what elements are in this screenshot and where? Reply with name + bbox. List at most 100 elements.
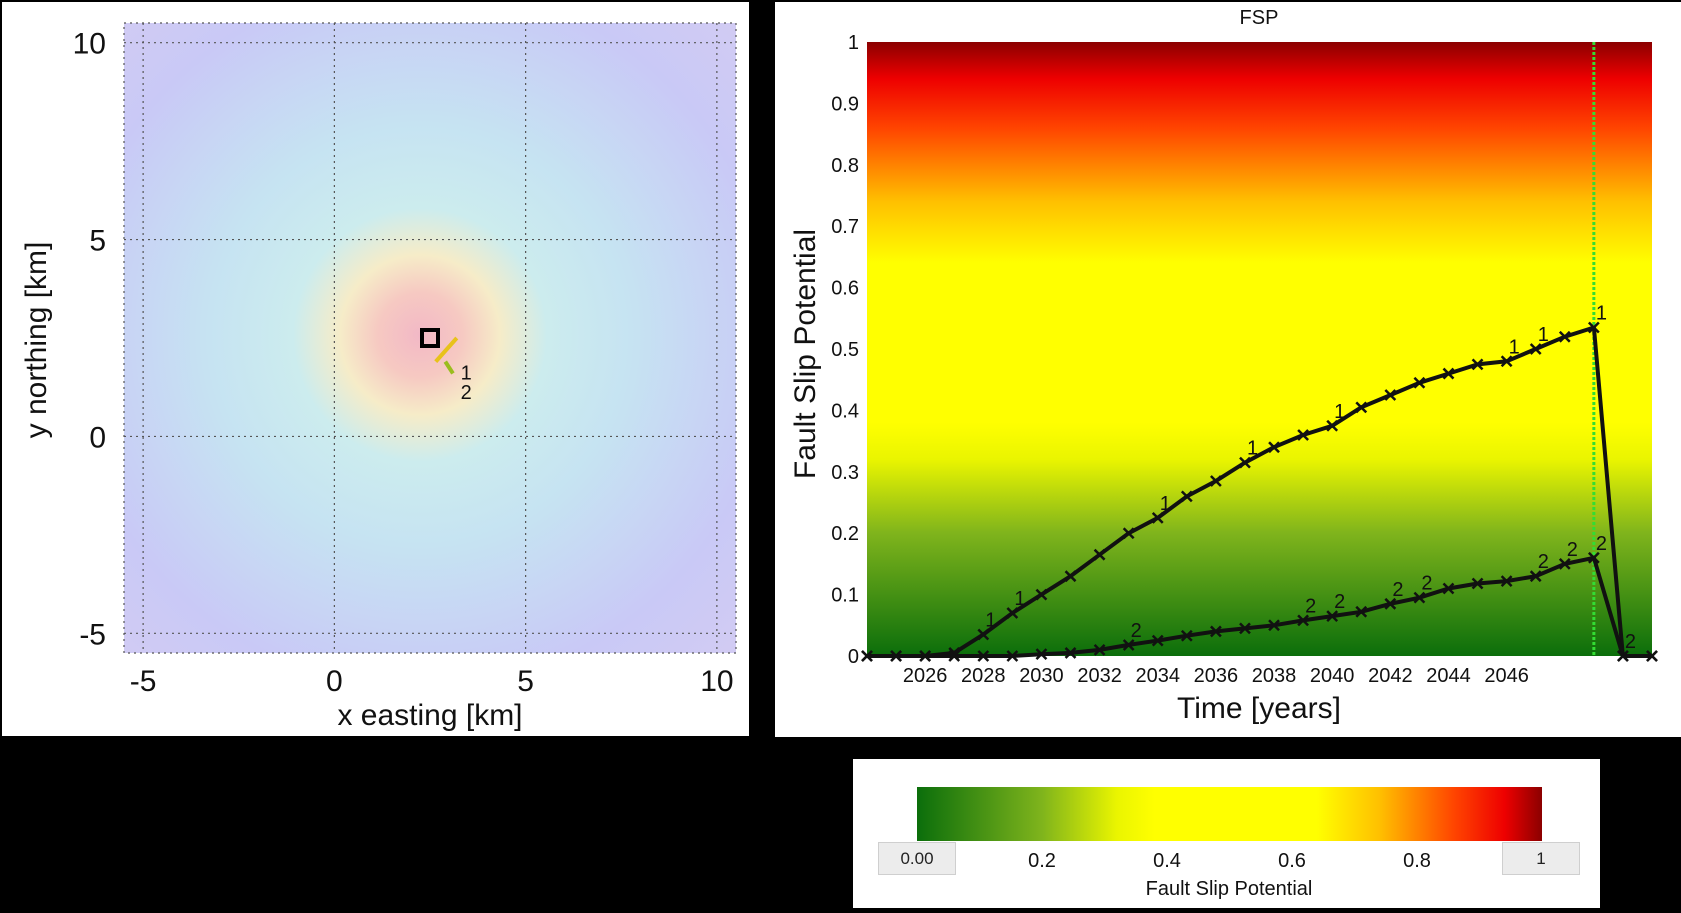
fsp-point-2 bbox=[1587, 551, 1600, 564]
fsp-ytick-label: 0.2 bbox=[831, 523, 859, 545]
fsp-xtick-label: 2044 bbox=[1426, 665, 1471, 687]
fsp-point-1 bbox=[1529, 343, 1542, 355]
fsp-point-2 bbox=[1239, 622, 1251, 635]
fsp-point-2 bbox=[1529, 570, 1542, 583]
fsp-point-label: 1 bbox=[1538, 324, 1549, 346]
fsp-point-2 bbox=[1558, 558, 1571, 570]
fsp-point-label: 1 bbox=[1509, 336, 1520, 358]
colorbar-tick-label: 0.4 bbox=[1153, 850, 1181, 872]
fsp-point-1 bbox=[1006, 607, 1019, 619]
fsp-point-1 bbox=[1180, 490, 1193, 503]
fsp-point-label: 2 bbox=[1625, 631, 1636, 653]
map-ylabel: y northing [km] bbox=[20, 242, 53, 439]
fsp-point-1 bbox=[1122, 527, 1135, 540]
fsp-point-1 bbox=[977, 628, 990, 641]
fsp-ytick-label: 0.8 bbox=[831, 155, 859, 177]
fsp-xtick-label: 2034 bbox=[1135, 665, 1180, 687]
colorbar-max-box[interactable]: 1 bbox=[1502, 842, 1580, 875]
colorbar-label: Fault Slip Potential bbox=[1146, 878, 1313, 900]
map-xtick-label: -5 bbox=[130, 665, 157, 698]
fsp-point-1 bbox=[1587, 321, 1600, 334]
fsp-ytick-label: 0.5 bbox=[831, 339, 859, 361]
fsp-point-2 bbox=[977, 650, 990, 662]
fsp-point-1 bbox=[1558, 330, 1571, 343]
fsp-point-1 bbox=[1326, 419, 1339, 432]
fsp-xtick-label: 2026 bbox=[903, 665, 948, 687]
fsp-point-2 bbox=[1413, 591, 1426, 604]
fsp-point-label: 1 bbox=[1160, 493, 1171, 515]
fsp-xtick-label: 2028 bbox=[961, 665, 1006, 687]
fsp-ytick-label: 0.7 bbox=[831, 216, 859, 238]
fsp-point-label: 1 bbox=[1014, 588, 1025, 610]
fsp-ytick-label: 0.9 bbox=[831, 93, 859, 115]
fsp-point-1 bbox=[1442, 367, 1455, 380]
map-ytick-label: 5 bbox=[89, 225, 106, 258]
fsp-point-1 bbox=[1500, 355, 1513, 368]
fsp-point-2 bbox=[1210, 625, 1222, 638]
map-xtick-label: 5 bbox=[517, 665, 534, 698]
fsp-point-2 bbox=[1180, 629, 1193, 642]
colorbar-min-box[interactable]: 0.00 bbox=[878, 842, 956, 875]
fsp-xlabel: Time [years] bbox=[1177, 692, 1341, 725]
fsp-point-1 bbox=[1035, 588, 1048, 601]
fsp-xtick-label: 2030 bbox=[1019, 665, 1064, 687]
fsp-point-1 bbox=[1268, 441, 1280, 454]
fsp-panel: FSP 0 0.1 0.2 0.3 0.4 0.5 0.6 0.7 0.8 0.9 1 2026 202… bbox=[775, 2, 1681, 737]
fsp-point-2 bbox=[1442, 582, 1455, 595]
map-frame bbox=[123, 22, 737, 654]
fsp-point-2 bbox=[948, 650, 961, 662]
colorbar-tick-label: 0.6 bbox=[1278, 850, 1306, 872]
fsp-point-1 bbox=[1210, 475, 1222, 487]
fsp-point-1 bbox=[1239, 456, 1251, 469]
fsp-point-2 bbox=[1646, 650, 1658, 662]
colorbar: 0.2 0.4 0.6 0.8 Fault Slip Potential bbox=[917, 787, 1542, 900]
map-xtick-label: 10 bbox=[700, 665, 733, 698]
fsp-ytick-label: 0.1 bbox=[831, 585, 859, 607]
fsp-point-1 bbox=[1413, 376, 1426, 389]
fsp-ytick-label: 0.4 bbox=[831, 400, 859, 422]
fsp-point-2 bbox=[1384, 597, 1397, 610]
fsp-point-2 bbox=[861, 650, 873, 662]
fsp-xtick-label: 2046 bbox=[1484, 665, 1529, 687]
colorbar-tick-label: 0.2 bbox=[1028, 850, 1056, 872]
fsp-point-2 bbox=[1006, 650, 1019, 662]
fsp-title: FSP bbox=[1240, 7, 1279, 29]
fsp-point-2 bbox=[1035, 648, 1048, 661]
fsp-ylabel: Fault Slip Potential bbox=[789, 229, 822, 479]
fault-line-2 bbox=[443, 360, 455, 375]
map-background bbox=[124, 23, 736, 653]
fsp-series-line-2 bbox=[867, 555, 1652, 658]
fsp-point-2 bbox=[1355, 605, 1368, 618]
fsp-point-2 bbox=[1064, 647, 1077, 659]
fsp-point-2 bbox=[1471, 577, 1484, 590]
fsp-ytick-label: 0.6 bbox=[831, 278, 859, 300]
fsp-point-2 bbox=[1326, 610, 1339, 622]
fsp-point-label: 2 bbox=[1538, 551, 1549, 573]
fsp-point-label: 1 bbox=[1247, 438, 1258, 460]
fsp-xtick-label: 2038 bbox=[1252, 665, 1297, 687]
fsp-point-label: 2 bbox=[1392, 579, 1403, 601]
fsp-xtick-label: 2040 bbox=[1310, 665, 1355, 687]
fsp-point-label: 1 bbox=[985, 610, 996, 632]
fsp-point-2 bbox=[1268, 619, 1280, 632]
fsp-point-label: 1 bbox=[1334, 401, 1345, 423]
fsp-point-1 bbox=[1297, 429, 1309, 441]
fsp-point-1 bbox=[1355, 401, 1368, 414]
fsp-ytick-label: 1 bbox=[848, 32, 859, 54]
fault-label: 1 bbox=[461, 362, 472, 384]
map-ytick-label: -5 bbox=[79, 618, 106, 651]
fsp-point-label: 2 bbox=[1131, 620, 1142, 642]
map-ytick-label: 0 bbox=[89, 421, 106, 454]
fault-label: 2 bbox=[461, 382, 472, 404]
fsp-point-label: 1 bbox=[1596, 303, 1607, 325]
fsp-point-label: 2 bbox=[1596, 533, 1607, 555]
colorbar-gradient bbox=[917, 787, 1542, 841]
fsp-ytick-label: 0.3 bbox=[831, 462, 859, 484]
fsp-point-2 bbox=[1617, 650, 1629, 662]
fsp-point-1 bbox=[1471, 358, 1484, 371]
fsp-point-2 bbox=[1297, 614, 1309, 627]
map-xlabel: x easting [km] bbox=[337, 699, 522, 732]
well-marker bbox=[420, 328, 440, 348]
map-chart: -5 0 5 10 -5 0 5 10 12 x easting [km] y northin… bbox=[20, 22, 737, 732]
